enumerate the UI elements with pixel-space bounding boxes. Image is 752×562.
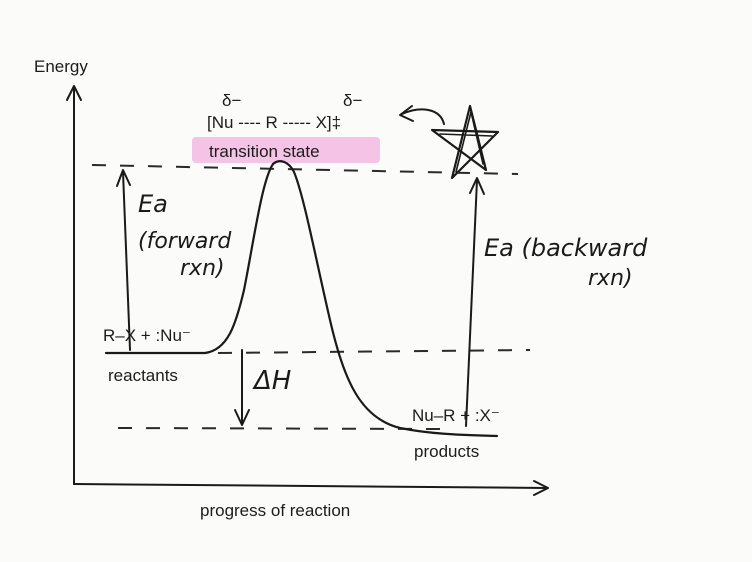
products-label: products (414, 442, 479, 461)
reactants-formula: R–X + :Nu⁻ (103, 326, 191, 345)
x-axis (73, 483, 547, 489)
ea-forward-line1: Ea (138, 190, 168, 218)
x-axis-label: progress of reaction (200, 501, 350, 520)
ea-backward-line1: Ea (backward (484, 234, 648, 262)
curved-arrow-icon (401, 108, 445, 125)
ts-label: transition state (209, 142, 320, 161)
x-axis-arrowhead (533, 480, 549, 496)
ts-highlight (192, 137, 380, 163)
reaction-curve (104, 160, 499, 438)
delta-h-label: ΔH (252, 366, 291, 396)
product-level-dashed-line (117, 427, 441, 430)
ts-complex: [Nu ---- R ----- X]‡ (207, 113, 341, 132)
ea-backward-arrow (465, 179, 478, 427)
ea-backward-arrowhead (469, 177, 485, 195)
products-formula: Nu–R + :X⁻ (412, 406, 500, 425)
curved-arrow-head (399, 105, 414, 122)
reactant-level-dashed-line (217, 349, 531, 354)
ts-delta-right: δ− (343, 91, 362, 110)
ea-forward-arrowhead (116, 169, 131, 187)
ea-forward-line3: rxn) (180, 256, 225, 281)
ts-delta-left: δ− (222, 91, 241, 110)
ea-forward-line2: (forward (138, 229, 232, 254)
star-icon (430, 104, 500, 180)
delta-h-arrowhead (234, 409, 250, 426)
y-axis-label: Energy (34, 57, 88, 76)
star-scribble (439, 111, 493, 173)
ea-backward-line2: rxn) (588, 266, 633, 291)
reactants-label: reactants (108, 366, 178, 385)
ea-forward-arrow (122, 171, 131, 351)
y-axis-arrowhead (66, 85, 82, 101)
